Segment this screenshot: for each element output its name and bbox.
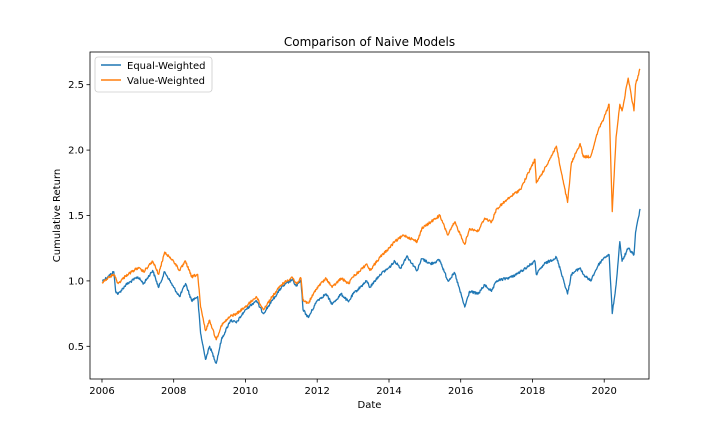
y-axis-label: Cumulative Return (52, 169, 63, 262)
x-axis-label: Date (358, 400, 382, 411)
x-tick-label: 2008 (161, 386, 186, 397)
x-tick-label: 2018 (520, 386, 545, 397)
series-line-value-weighted (101, 68, 641, 341)
x-tick-label: 2012 (304, 386, 329, 397)
x-tick-label: 2016 (448, 386, 473, 397)
legend: Equal-Weighted Value-Weighted (94, 56, 213, 93)
legend-label-equal-weighted: Equal-Weighted (127, 61, 205, 72)
y-axis: 0.5 1.0 1.5 2.0 2.5 (68, 80, 90, 353)
y-tick-label: 2.5 (68, 80, 84, 91)
legend-box (94, 56, 213, 93)
x-tick-label: 2006 (89, 386, 114, 397)
x-tick-label: 2010 (233, 386, 258, 397)
y-tick-label: 0.5 (68, 342, 84, 353)
y-tick-label: 1.5 (68, 211, 84, 222)
x-tick-label: 2020 (591, 386, 616, 397)
x-axis: 2006 2008 2010 2012 2014 2016 2018 2020 (89, 379, 617, 397)
legend-label-value-weighted: Value-Weighted (127, 76, 205, 87)
y-tick-label: 2.0 (68, 146, 84, 157)
plot-lines (101, 68, 641, 364)
series-line-equal-weighted (102, 208, 641, 364)
y-tick-label: 1.0 (68, 276, 84, 287)
x-tick-label: 2014 (376, 386, 401, 397)
chart-title: Comparison of Naive Models (284, 35, 455, 49)
